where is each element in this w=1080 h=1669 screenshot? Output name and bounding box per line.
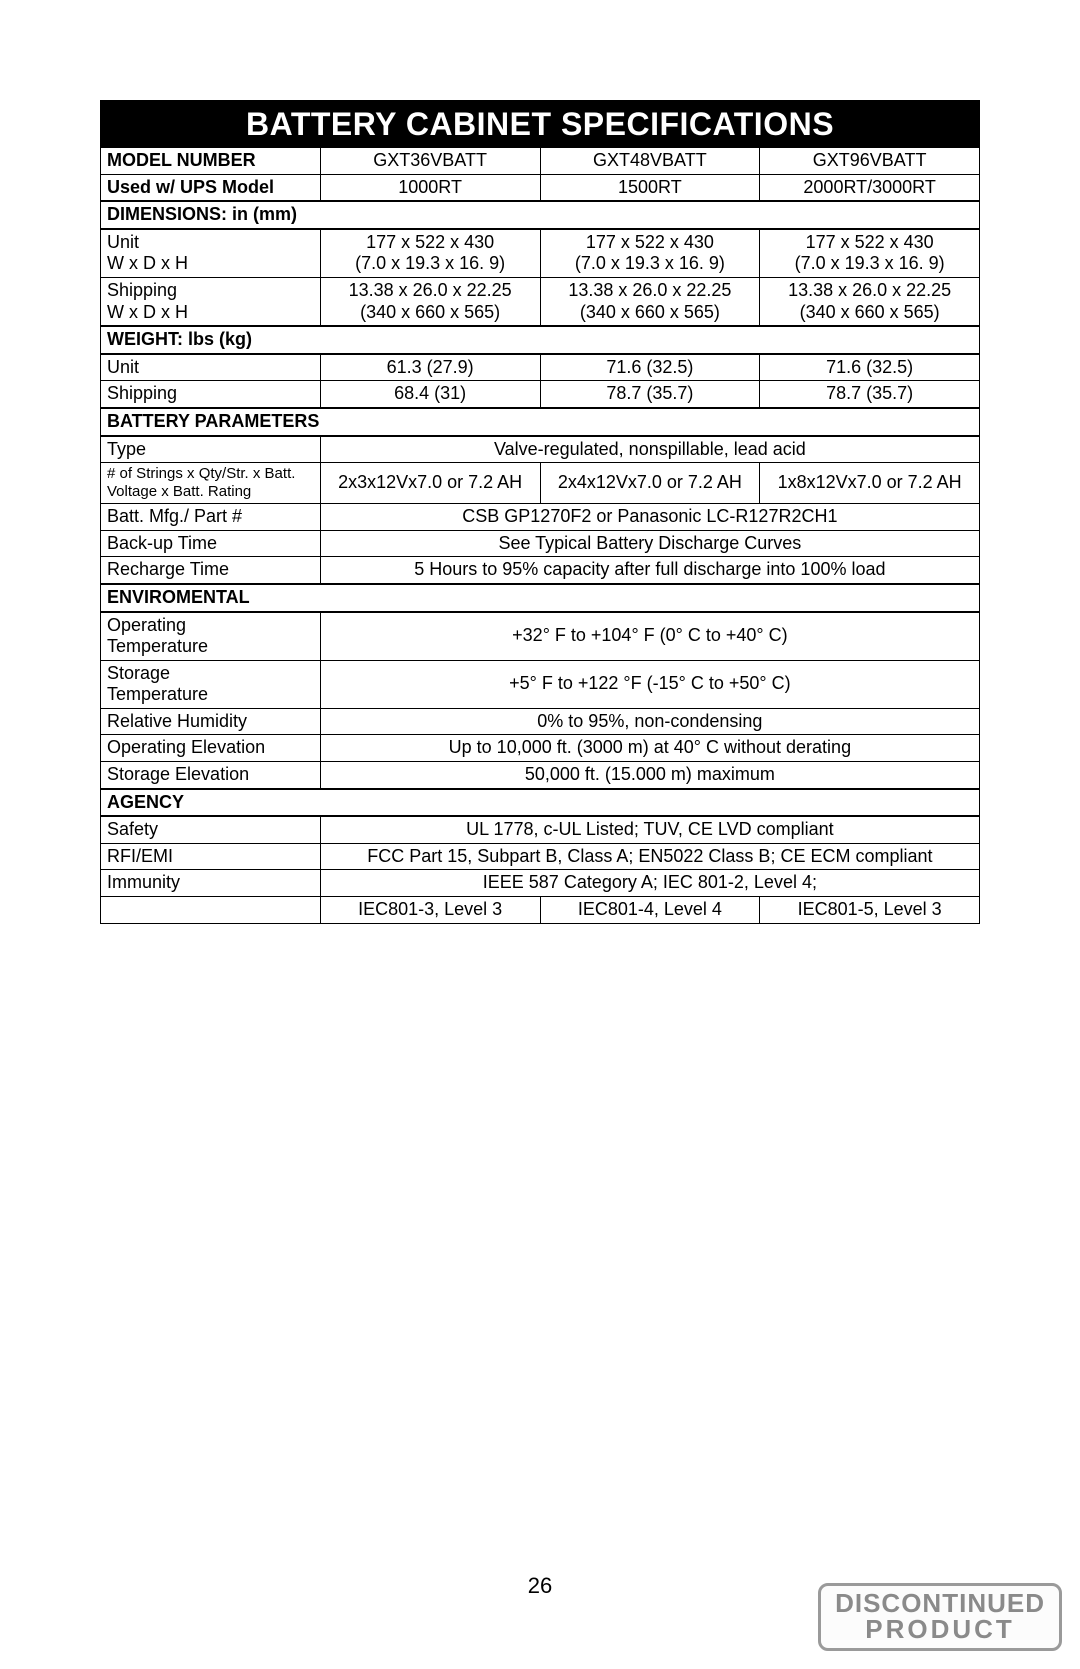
env-rh-label: Relative Humidity bbox=[101, 708, 321, 735]
dim-unit-l1: Unit bbox=[107, 232, 139, 252]
usedwith-a: 1000RT bbox=[320, 174, 540, 201]
batt-backup: See Typical Battery Discharge Curves bbox=[320, 530, 979, 557]
model-number-label: MODEL NUMBER bbox=[101, 148, 321, 175]
agency-iec-a: IEC801-3, Level 3 bbox=[320, 897, 540, 924]
dim-unit-a2: (7.0 x 19.3 x 16. 9) bbox=[355, 253, 505, 273]
model-c: GXT96VBATT bbox=[760, 148, 980, 175]
env-optemp-l2: Temperature bbox=[107, 636, 208, 656]
env-stortemp-l1: Storage bbox=[107, 663, 170, 683]
batt-backup-label: Back-up Time bbox=[101, 530, 321, 557]
agency-immunity-label: Immunity bbox=[101, 870, 321, 897]
weight-ship-b: 78.7 (35.7) bbox=[540, 381, 760, 408]
dim-unit-b2: (7.0 x 19.3 x 16. 9) bbox=[575, 253, 725, 273]
dim-unit-b: 177 x 522 x 430 (7.0 x 19.3 x 16. 9) bbox=[540, 229, 760, 278]
usedwith-c: 2000RT/3000RT bbox=[760, 174, 980, 201]
battery-header: BATTERY PARAMETERS bbox=[101, 408, 980, 436]
agency-safety: UL 1778, c-UL Listed; TUV, CE LVD compli… bbox=[320, 816, 979, 843]
env-rh: 0% to 95%, non-condensing bbox=[320, 708, 979, 735]
agency-iec-c: IEC801-5, Level 3 bbox=[760, 897, 980, 924]
stamp-line1: DISCONTINUED bbox=[835, 1590, 1045, 1616]
dim-unit-c2: (7.0 x 19.3 x 16. 9) bbox=[795, 253, 945, 273]
agency-iec-empty bbox=[101, 897, 321, 924]
dim-unit-c1: 177 x 522 x 430 bbox=[806, 232, 934, 252]
usedwith-b: 1500RT bbox=[540, 174, 760, 201]
batt-mfg-label: Batt. Mfg./ Part # bbox=[101, 504, 321, 531]
env-storelev-label: Storage Elevation bbox=[101, 762, 321, 789]
dim-ship-b1: 13.38 x 26.0 x 22.25 bbox=[568, 280, 731, 300]
batt-strings-a: 2x3x12Vx7.0 or 7.2 AH bbox=[320, 463, 540, 504]
weight-header: WEIGHT: lbs (kg) bbox=[101, 326, 980, 354]
dim-unit-l2: W x D x H bbox=[107, 253, 188, 273]
dim-ship-b2: (340 x 660 x 565) bbox=[580, 302, 720, 322]
env-opelev-label: Operating Elevation bbox=[101, 735, 321, 762]
dim-unit-label: Unit W x D x H bbox=[101, 229, 321, 278]
dim-ship-b: 13.38 x 26.0 x 22.25 (340 x 660 x 565) bbox=[540, 277, 760, 326]
weight-ship-a: 68.4 (31) bbox=[320, 381, 540, 408]
dim-unit-b1: 177 x 522 x 430 bbox=[586, 232, 714, 252]
dim-ship-c1: 13.38 x 26.0 x 22.25 bbox=[788, 280, 951, 300]
weight-unit-c: 71.6 (32.5) bbox=[760, 354, 980, 381]
env-storelev: 50,000 ft. (15.000 m) maximum bbox=[320, 762, 979, 789]
dim-ship-c2: (340 x 660 x 565) bbox=[800, 302, 940, 322]
batt-mfg: CSB GP1270F2 or Panasonic LC-R127R2CH1 bbox=[320, 504, 979, 531]
model-a: GXT36VBATT bbox=[320, 148, 540, 175]
page: BATTERY CABINET SPECIFICATIONS MODEL NUM… bbox=[0, 0, 1080, 924]
agency-header: AGENCY bbox=[101, 789, 980, 817]
agency-immunity: IEEE 587 Category A; IEC 801-2, Level 4; bbox=[320, 870, 979, 897]
dim-ship-a1: 13.38 x 26.0 x 22.25 bbox=[349, 280, 512, 300]
stamp-line2: PRODUCT bbox=[835, 1616, 1045, 1642]
dim-unit-a: 177 x 522 x 430 (7.0 x 19.3 x 16. 9) bbox=[320, 229, 540, 278]
batt-recharge: 5 Hours to 95% capacity after full disch… bbox=[320, 557, 979, 584]
agency-safety-label: Safety bbox=[101, 816, 321, 843]
weight-unit-b: 71.6 (32.5) bbox=[540, 354, 760, 381]
batt-type-label: Type bbox=[101, 436, 321, 463]
dim-unit-c: 177 x 522 x 430 (7.0 x 19.3 x 16. 9) bbox=[760, 229, 980, 278]
batt-strings-b: 2x4x12Vx7.0 or 7.2 AH bbox=[540, 463, 760, 504]
dim-ship-c: 13.38 x 26.0 x 22.25 (340 x 660 x 565) bbox=[760, 277, 980, 326]
env-optemp: +32° F to +104° F (0° C to +40° C) bbox=[320, 612, 979, 661]
title-bar: BATTERY CABINET SPECIFICATIONS bbox=[100, 100, 980, 147]
weight-ship-c: 78.7 (35.7) bbox=[760, 381, 980, 408]
env-stortemp: +5° F to +122 °F (-15° C to +50° C) bbox=[320, 660, 979, 708]
discontinued-stamp: DISCONTINUED PRODUCT bbox=[818, 1583, 1062, 1651]
model-b: GXT48VBATT bbox=[540, 148, 760, 175]
batt-strings-c: 1x8x12Vx7.0 or 7.2 AH bbox=[760, 463, 980, 504]
env-opelev: Up to 10,000 ft. (3000 m) at 40° C witho… bbox=[320, 735, 979, 762]
dim-ship-l2: W x D x H bbox=[107, 302, 188, 322]
dimensions-header: DIMENSIONS: in (mm) bbox=[101, 201, 980, 229]
weight-unit-label: Unit bbox=[101, 354, 321, 381]
env-stortemp-l2: Temperature bbox=[107, 684, 208, 704]
dim-ship-a: 13.38 x 26.0 x 22.25 (340 x 660 x 565) bbox=[320, 277, 540, 326]
env-optemp-l1: Operating bbox=[107, 615, 186, 635]
batt-type: Valve-regulated, nonspillable, lead acid bbox=[320, 436, 979, 463]
batt-recharge-label: Recharge Time bbox=[101, 557, 321, 584]
env-optemp-label: Operating Temperature bbox=[101, 612, 321, 661]
weight-unit-a: 61.3 (27.9) bbox=[320, 354, 540, 381]
spec-table: MODEL NUMBER GXT36VBATT GXT48VBATT GXT96… bbox=[100, 147, 980, 924]
agency-iec-b: IEC801-4, Level 4 bbox=[540, 897, 760, 924]
weight-ship-label: Shipping bbox=[101, 381, 321, 408]
dim-ship-a2: (340 x 660 x 565) bbox=[360, 302, 500, 322]
dim-unit-a1: 177 x 522 x 430 bbox=[366, 232, 494, 252]
agency-rfi-label: RFI/EMI bbox=[101, 843, 321, 870]
usedwith-label: Used w/ UPS Model bbox=[101, 174, 321, 201]
dim-ship-label: Shipping W x D x H bbox=[101, 277, 321, 326]
dim-ship-l1: Shipping bbox=[107, 280, 177, 300]
enviro-header: ENVIROMENTAL bbox=[101, 584, 980, 612]
env-stortemp-label: Storage Temperature bbox=[101, 660, 321, 708]
batt-strings-label: # of Strings x Qty/Str. x Batt. Voltage … bbox=[101, 463, 321, 504]
agency-rfi: FCC Part 15, Subpart B, Class A; EN5022 … bbox=[320, 843, 979, 870]
